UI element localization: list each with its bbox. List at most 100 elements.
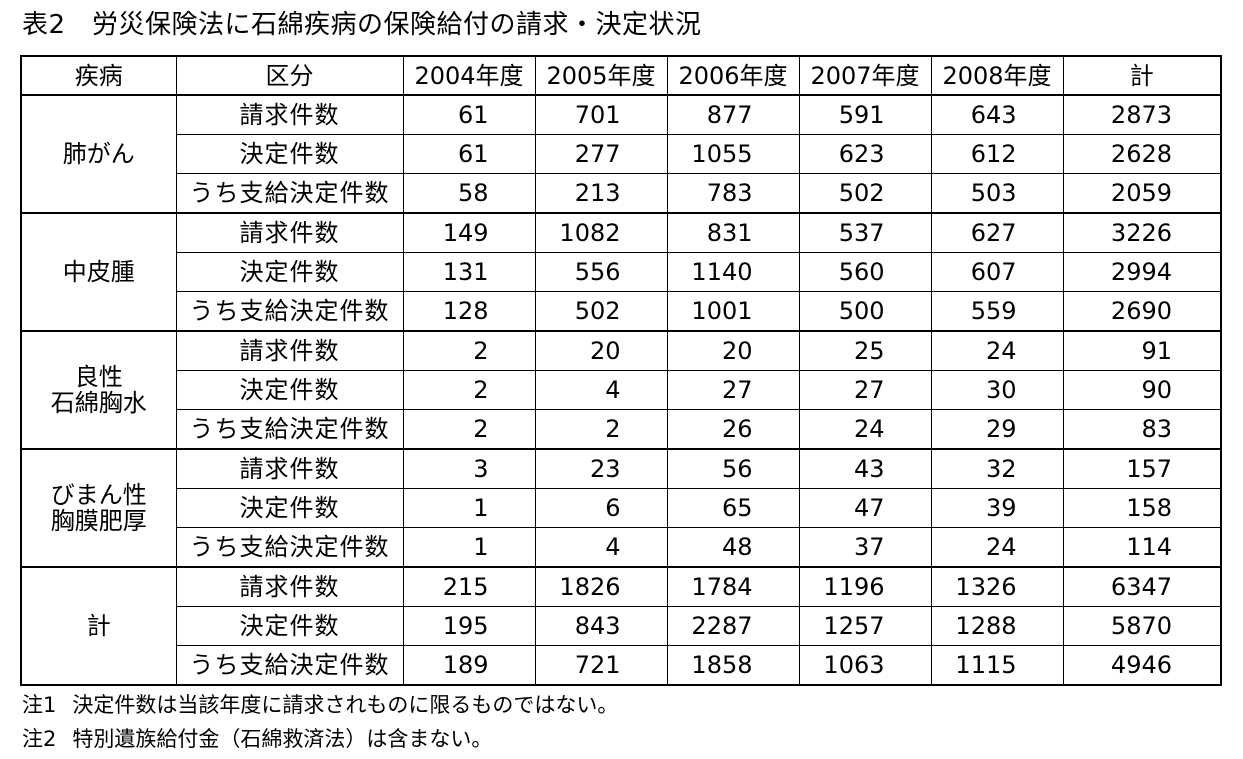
value-cell: 591: [798, 94, 932, 135]
value-cell: 4: [534, 527, 668, 568]
value-cell: 1858: [666, 645, 800, 686]
value-cell: 1115: [930, 645, 1064, 686]
value-cell: 1326: [930, 566, 1064, 607]
value-cell: 2: [402, 370, 536, 410]
value-cell: 623: [798, 134, 932, 174]
value-cell: 24: [930, 330, 1064, 371]
category-cell: うち支給決定件数: [175, 291, 404, 332]
category-cell: うち支給決定件数: [175, 409, 404, 450]
value-cell: 537: [798, 212, 932, 253]
value-cell: 1196: [798, 566, 932, 607]
header-year-2004: 2004年度: [402, 55, 536, 96]
disease-cell: 良性 石綿胸水: [20, 330, 177, 450]
footnote-1-text: 決定件数は当該年度に請求されものに限るものではない。: [72, 693, 619, 717]
value-cell: 560: [798, 252, 932, 292]
header-disease: 疾病: [20, 55, 177, 96]
category-cell: 請求件数: [175, 212, 404, 253]
value-cell: 30: [930, 370, 1064, 410]
table-row: うち支給決定件数 189 721 1858 1063 1115 4946: [21, 645, 1222, 686]
table-row: 決定件数 131 556 1140 560 607 2994: [21, 252, 1222, 292]
table-row: 決定件数 2 4 27 27 30 90: [21, 370, 1222, 410]
table-row: 決定件数 61 277 1055 623 612 2628: [21, 134, 1222, 174]
footnote-2-tag: 注2: [22, 727, 57, 751]
table-body: 肺がん 請求件数 61 701 877 591 643 2873 決定件数 61 277 1055 62…: [20, 94, 1222, 686]
value-cell: 47: [798, 488, 932, 528]
disease-name-line: 石綿胸水: [50, 389, 147, 417]
value-cell: 61: [402, 134, 536, 174]
disease-cell: びまん性 胸膜肥厚: [20, 448, 177, 568]
value-cell: 2287: [666, 606, 800, 646]
value-cell: 1: [402, 488, 536, 528]
table-row: 良性 石綿胸水 請求件数 2 20 20 25 24 91: [20, 330, 1222, 450]
value-cell: 213: [534, 173, 668, 214]
category-cell: 請求件数: [175, 448, 404, 489]
value-cell: 721: [534, 645, 668, 686]
total-cell: 114: [1062, 527, 1222, 568]
header-total: 計: [1062, 55, 1222, 96]
category-cell: 決定件数: [175, 134, 404, 174]
table-row: うち支給決定件数 58 213 783 502 503 2059: [21, 173, 1222, 214]
total-cell: 2873: [1062, 94, 1222, 135]
value-cell: 559: [930, 291, 1064, 332]
total-cell: 2994: [1062, 252, 1222, 292]
value-cell: 61: [402, 94, 536, 135]
disease-name-line: 良性: [74, 363, 123, 391]
footnotes: 注1 決定件数は当該年度に請求されものに限るものではない。 注2 特別遺族給付金（石…: [22, 688, 618, 756]
total-cell: 2690: [1062, 291, 1222, 332]
value-cell: 43: [798, 448, 932, 489]
total-cell: 6347: [1062, 566, 1222, 607]
value-cell: 1055: [666, 134, 800, 174]
header-row: 疾病 区分 2004年度 2005年度 2006年度 2007年度 2008年度…: [20, 55, 1222, 96]
value-cell: 4: [534, 370, 668, 410]
total-cell: 3226: [1062, 212, 1222, 253]
value-cell: 1257: [798, 606, 932, 646]
value-cell: 189: [402, 645, 536, 686]
total-cell: 2628: [1062, 134, 1222, 174]
total-cell: 4946: [1062, 645, 1222, 686]
value-cell: 2: [402, 330, 536, 371]
value-cell: 1288: [930, 606, 1064, 646]
header-category: 区分: [175, 55, 404, 96]
disease-cell: 中皮腫: [20, 212, 177, 332]
table-row: うち支給決定件数 1 4 48 37 24 114: [21, 527, 1222, 568]
footnote-2-text: 特別遺族給付金（石綿救済法）は含まない。: [72, 727, 493, 751]
value-cell: 149: [402, 212, 536, 253]
disease-name-line: 中皮腫: [62, 258, 135, 286]
disease-cell: 計: [20, 566, 177, 686]
value-cell: 500: [798, 291, 932, 332]
total-cell: 91: [1062, 330, 1222, 371]
value-cell: 556: [534, 252, 668, 292]
value-cell: 1: [402, 527, 536, 568]
disease-name-line: びまん性: [50, 481, 147, 509]
table-row: 肺がん 請求件数 61 701 877 591 643 2873: [20, 94, 1222, 214]
value-cell: 131: [402, 252, 536, 292]
category-cell: うち支給決定件数: [175, 645, 404, 686]
category-cell: 請求件数: [175, 94, 404, 135]
value-cell: 48: [666, 527, 800, 568]
footnote-2: 注2 特別遺族給付金（石綿救済法）は含まない。: [22, 722, 618, 756]
value-cell: 1140: [666, 252, 800, 292]
value-cell: 701: [534, 94, 668, 135]
value-cell: 65: [666, 488, 800, 528]
value-cell: 877: [666, 94, 800, 135]
table-row: 決定件数 1 6 65 47 39 158: [21, 488, 1222, 528]
value-cell: 20: [534, 330, 668, 371]
disease-name-line: 計: [86, 612, 111, 640]
category-cell: 請求件数: [175, 566, 404, 607]
value-cell: 831: [666, 212, 800, 253]
value-cell: 1784: [666, 566, 800, 607]
category-cell: うち支給決定件数: [175, 173, 404, 214]
footnote-1: 注1 決定件数は当該年度に請求されものに限るものではない。: [22, 688, 618, 722]
table-row: 決定件数 195 843 2287 1257 1288 5870: [21, 606, 1222, 646]
category-cell: うち支給決定件数: [175, 527, 404, 568]
value-cell: 37: [798, 527, 932, 568]
total-cell: 5870: [1062, 606, 1222, 646]
category-cell: 決定件数: [175, 488, 404, 528]
value-cell: 277: [534, 134, 668, 174]
table-row: 計 請求件数 215 1826 1784 1196 1326 6347: [20, 566, 1222, 686]
value-cell: 1063: [798, 645, 932, 686]
header-year-2007: 2007年度: [798, 55, 932, 96]
total-cell: 157: [1062, 448, 1222, 489]
footnote-1-tag: 注1: [22, 693, 57, 717]
disease-cell: 肺がん: [20, 94, 177, 214]
